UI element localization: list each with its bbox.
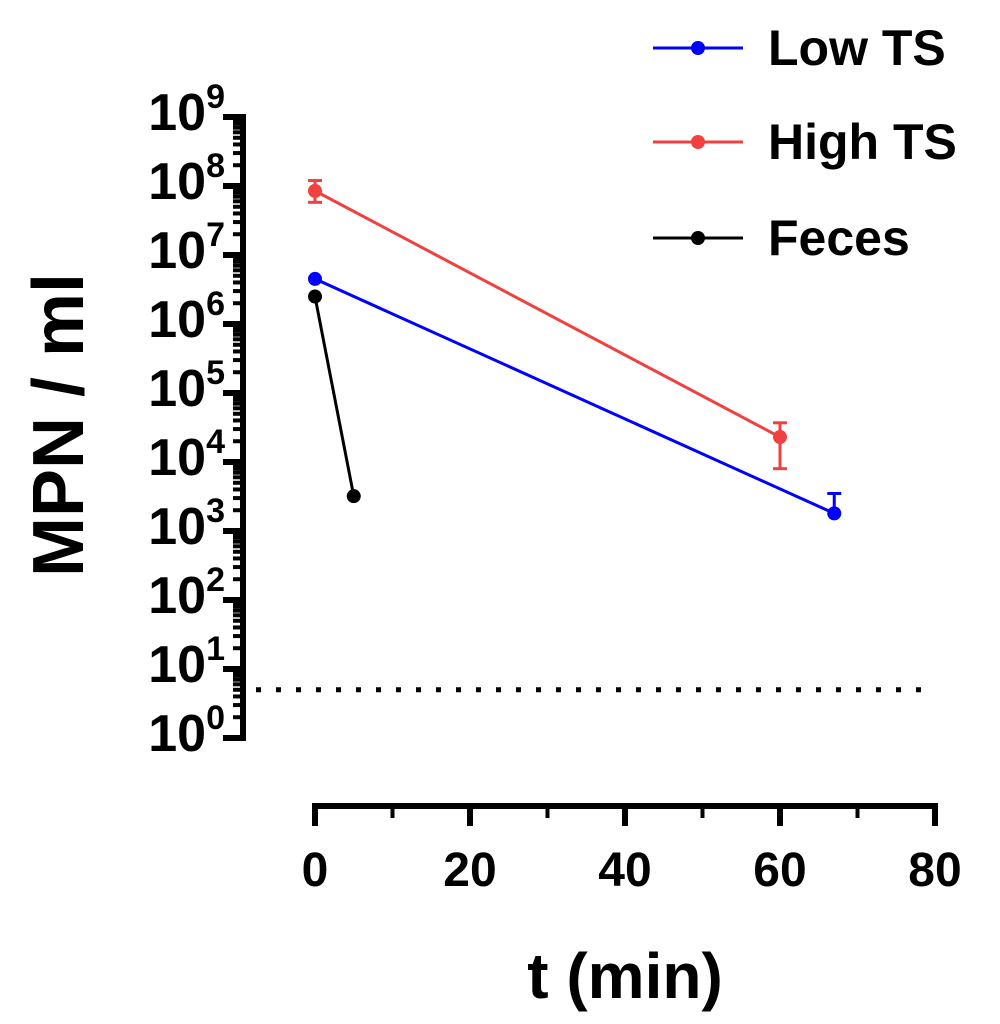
data-point-low-ts [308,271,322,286]
y-tick-exponent: 4 [206,423,225,461]
y-tick-base: 10 [148,429,206,487]
series-line-feces [313,296,356,497]
y-tick-exponent: 0 [206,699,225,737]
y-tick-exponent: 2 [206,561,225,599]
y-tick-base: 10 [148,360,206,418]
series-feces [308,289,361,504]
y-tick-exponent: 7 [206,216,225,254]
series-line-low-ts [314,277,835,515]
y-tick-exponent: 6 [206,285,225,323]
legend-label: High TS [768,114,957,170]
series-high-ts [308,179,787,471]
x-tick-label: 80 [908,844,961,897]
y-tick-exponent: 8 [206,147,225,185]
y-tick-exponent: 3 [206,492,225,530]
y-tick-base: 10 [148,636,206,694]
y-tick-exponent: 5 [206,354,225,392]
legend-label: Low TS [768,20,946,76]
x-axis-label: t (min) [527,940,723,1012]
x-tick-label: 60 [753,844,806,897]
y-tick-base: 10 [148,567,206,625]
y-tick-label: 104 [148,423,225,487]
series-layer [308,179,842,521]
data-point-high-ts [308,183,322,198]
y-tick-base: 10 [148,84,206,142]
y-tick-label: 109 [148,78,225,142]
y-tick-label: 108 [148,147,225,211]
y-tick-base: 10 [148,705,206,763]
x-axis: 0 20 40 60 80 [302,803,962,897]
data-point-feces [346,489,361,504]
y-tick-exponent: 1 [206,630,225,668]
data-point-low-ts [827,506,842,521]
legend-item-high-ts: High TS [653,114,957,170]
legend-marker [691,135,705,149]
y-tick-label: 107 [148,216,225,280]
legend-item-feces: Feces [653,210,910,266]
x-tick-label: 40 [598,844,651,897]
y-tick-exponent: 9 [206,78,225,116]
y-tick-label: 105 [148,354,225,418]
x-tick-label: 20 [443,844,496,897]
y-tick-label: 101 [148,630,225,694]
y-tick-label: 102 [148,561,225,625]
data-point-high-ts [773,430,787,445]
legend-label: Feces [768,210,910,266]
y-tick-base: 10 [148,498,206,556]
y-tick-base: 10 [148,153,206,211]
series-low-ts [308,271,842,521]
y-tick-base: 10 [148,291,206,349]
y-tick-base: 10 [148,222,206,280]
legend: Low TS High TS Feces [653,20,957,266]
legend-item-low-ts: Low TS [653,20,946,76]
legend-marker [691,231,705,245]
y-tick-label: 100 [148,699,225,763]
x-tick-label: 0 [302,844,329,897]
y-tick-label: 103 [148,492,225,556]
data-point-feces [308,289,322,304]
y-axis-label: MPN / ml [19,273,99,577]
series-line-high-ts [314,189,781,439]
y-tick-label: 106 [148,285,225,349]
legend-marker [691,41,705,55]
